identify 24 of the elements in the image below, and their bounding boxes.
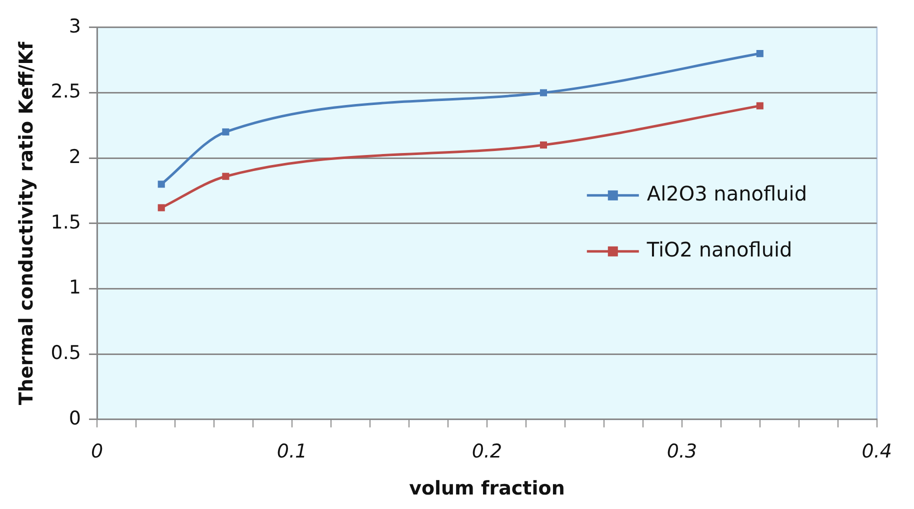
x-tick-label: 0.4 <box>862 440 892 463</box>
point <box>222 172 230 180</box>
point <box>158 204 165 212</box>
point <box>540 141 548 149</box>
point <box>222 128 230 136</box>
y-axis-title: Thermal conductivity ratio Keff/Kf <box>15 41 38 406</box>
y-tick-label: 0 <box>68 407 82 430</box>
x-tick-label: 0.2 <box>472 440 502 463</box>
x-axis-title: volum fraction <box>409 478 565 500</box>
y-tick-label: 2.5 <box>50 80 82 103</box>
y-tick-label: 1 <box>68 276 82 299</box>
x-tick-label: 0 <box>90 440 104 463</box>
y-tick-label: 1.5 <box>50 211 82 234</box>
point <box>540 89 548 96</box>
point <box>756 50 764 58</box>
x-tick-label: 0.3 <box>666 440 698 463</box>
point <box>756 102 764 110</box>
point <box>158 180 165 188</box>
y-tick-label: 0.5 <box>50 342 82 364</box>
x-tick-label: 0.1 <box>276 440 308 463</box>
y-tick-label: 3 <box>68 15 82 38</box>
legend-label: Al2O3 nanofluid <box>646 182 808 206</box>
legend-label: TiO2 nanofluid <box>646 238 792 262</box>
y-tick-label: 2 <box>68 146 82 168</box>
